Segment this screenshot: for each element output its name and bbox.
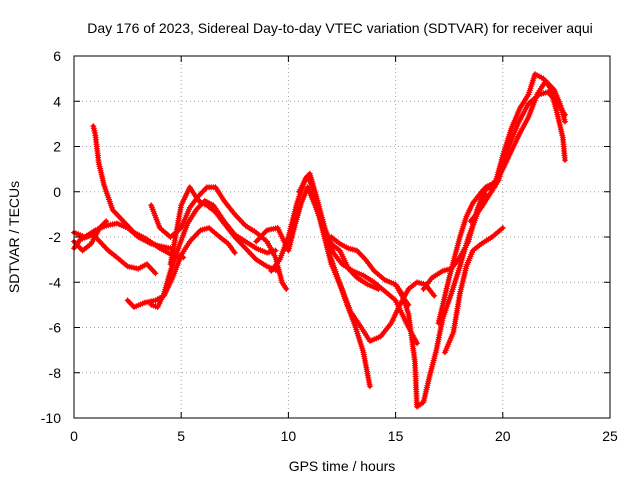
series-markers xyxy=(148,184,290,292)
series-markers xyxy=(441,224,506,356)
y-axis-label: SDTVAR / TECUs xyxy=(6,181,22,293)
series-markers xyxy=(328,234,412,308)
series-arc17 xyxy=(441,224,506,356)
y-tick-label: 0 xyxy=(53,184,61,200)
y-tick-label: -8 xyxy=(49,365,62,381)
series-markers xyxy=(467,89,568,225)
x-tick-label: 25 xyxy=(602,428,618,444)
series-markers xyxy=(313,202,438,345)
y-tick-label: 4 xyxy=(53,93,61,109)
series-layer xyxy=(71,71,568,410)
y-tick-label: -4 xyxy=(49,274,62,290)
x-tick-label: 15 xyxy=(388,428,404,444)
y-tick-label: 6 xyxy=(53,48,61,64)
x-tick-label: 0 xyxy=(70,428,78,444)
y-tick-label: -2 xyxy=(49,229,62,245)
y-tick-label: -10 xyxy=(41,410,61,426)
series-arc3 xyxy=(71,220,174,252)
series-markers xyxy=(167,184,281,274)
y-tick-label: -6 xyxy=(49,320,62,336)
series-arc18 xyxy=(467,89,568,225)
x-axis-label: GPS time / hours xyxy=(289,458,396,474)
x-tick-label: 10 xyxy=(281,428,297,444)
series-arc12 xyxy=(313,202,438,345)
y-tick-label: 2 xyxy=(53,139,61,155)
x-tick-label: 20 xyxy=(495,428,511,444)
x-tick-label: 5 xyxy=(177,428,185,444)
series-line xyxy=(436,72,567,325)
axis-ticks: 0 5 10 15 20 25 -10 -8 -6 -4 -2 0 2 4 6 xyxy=(41,48,618,444)
chart-title: Day 176 of 2023, Sidereal Day-to-day VTE… xyxy=(87,20,593,36)
series-arc13 xyxy=(328,234,412,308)
series-arc8 xyxy=(167,184,281,274)
